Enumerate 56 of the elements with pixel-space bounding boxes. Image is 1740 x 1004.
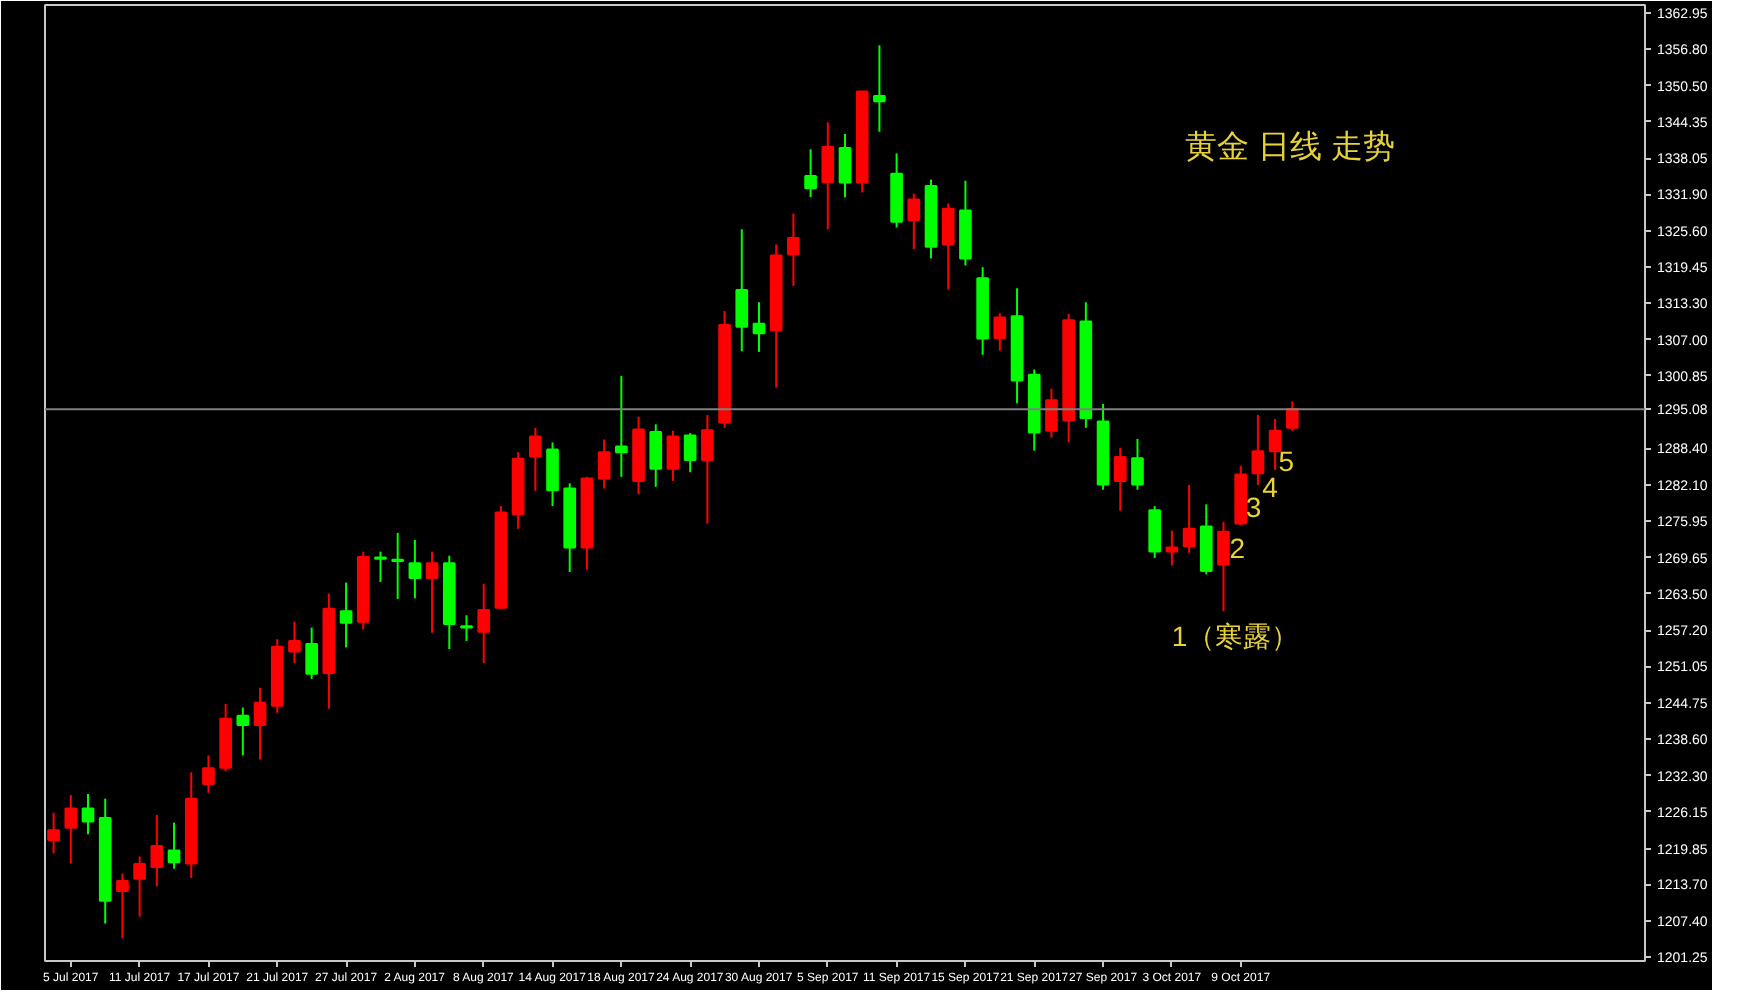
candlestick [425, 550, 439, 634]
candlestick [1148, 505, 1162, 560]
candlestick [528, 426, 542, 492]
annotation: 4 [1262, 470, 1279, 503]
candlestick [1251, 413, 1265, 487]
candlestick [460, 614, 473, 642]
candlestick [133, 855, 146, 918]
candlestick [1285, 400, 1299, 432]
candlestick [253, 686, 267, 761]
candlestick [873, 44, 886, 133]
candlestick [1199, 503, 1213, 576]
candlestick [1165, 529, 1179, 567]
candlestick [1131, 437, 1144, 491]
candlestick [1268, 418, 1282, 471]
candlestick [546, 441, 559, 508]
candlestick [649, 423, 663, 488]
candlestick [288, 620, 301, 665]
candlestick [959, 179, 972, 267]
candlestick [804, 148, 817, 199]
annotation: 2 [1229, 531, 1246, 564]
candlestick [615, 374, 628, 478]
candlestick [941, 202, 955, 291]
candlestick [666, 429, 680, 482]
candlestick [701, 413, 714, 525]
annotation: 1（寒露） [1171, 619, 1300, 652]
candlestick [81, 792, 95, 836]
candlestick [838, 133, 852, 199]
candlestick [305, 626, 318, 680]
candlestick [735, 228, 749, 353]
candlestick [236, 706, 250, 757]
candlestick [890, 152, 903, 229]
candlestick [821, 121, 835, 231]
candlestick [339, 581, 353, 649]
candlestick [907, 192, 921, 251]
candlestick [597, 438, 611, 490]
candlestick [116, 872, 129, 940]
candlestick [167, 821, 181, 870]
annotation: 3 [1245, 491, 1262, 524]
candlestick [1182, 484, 1196, 554]
candlestick [408, 538, 422, 600]
candlestick [1217, 520, 1230, 613]
candlestick [150, 814, 164, 888]
candlestick [64, 794, 78, 865]
candlestick [202, 754, 215, 794]
candlestick [391, 531, 405, 600]
candlestick [1045, 387, 1058, 439]
candlestick [374, 550, 387, 583]
candlestick [752, 301, 766, 353]
candlestick [477, 582, 491, 665]
annotation: 5 [1278, 445, 1295, 478]
candlestick [787, 212, 800, 287]
candlestick [1113, 446, 1127, 512]
text: 黄金 日线 走势 [1185, 129, 1395, 165]
candlestick [993, 312, 1007, 352]
candlestick [683, 432, 697, 474]
candlestick [47, 811, 60, 855]
